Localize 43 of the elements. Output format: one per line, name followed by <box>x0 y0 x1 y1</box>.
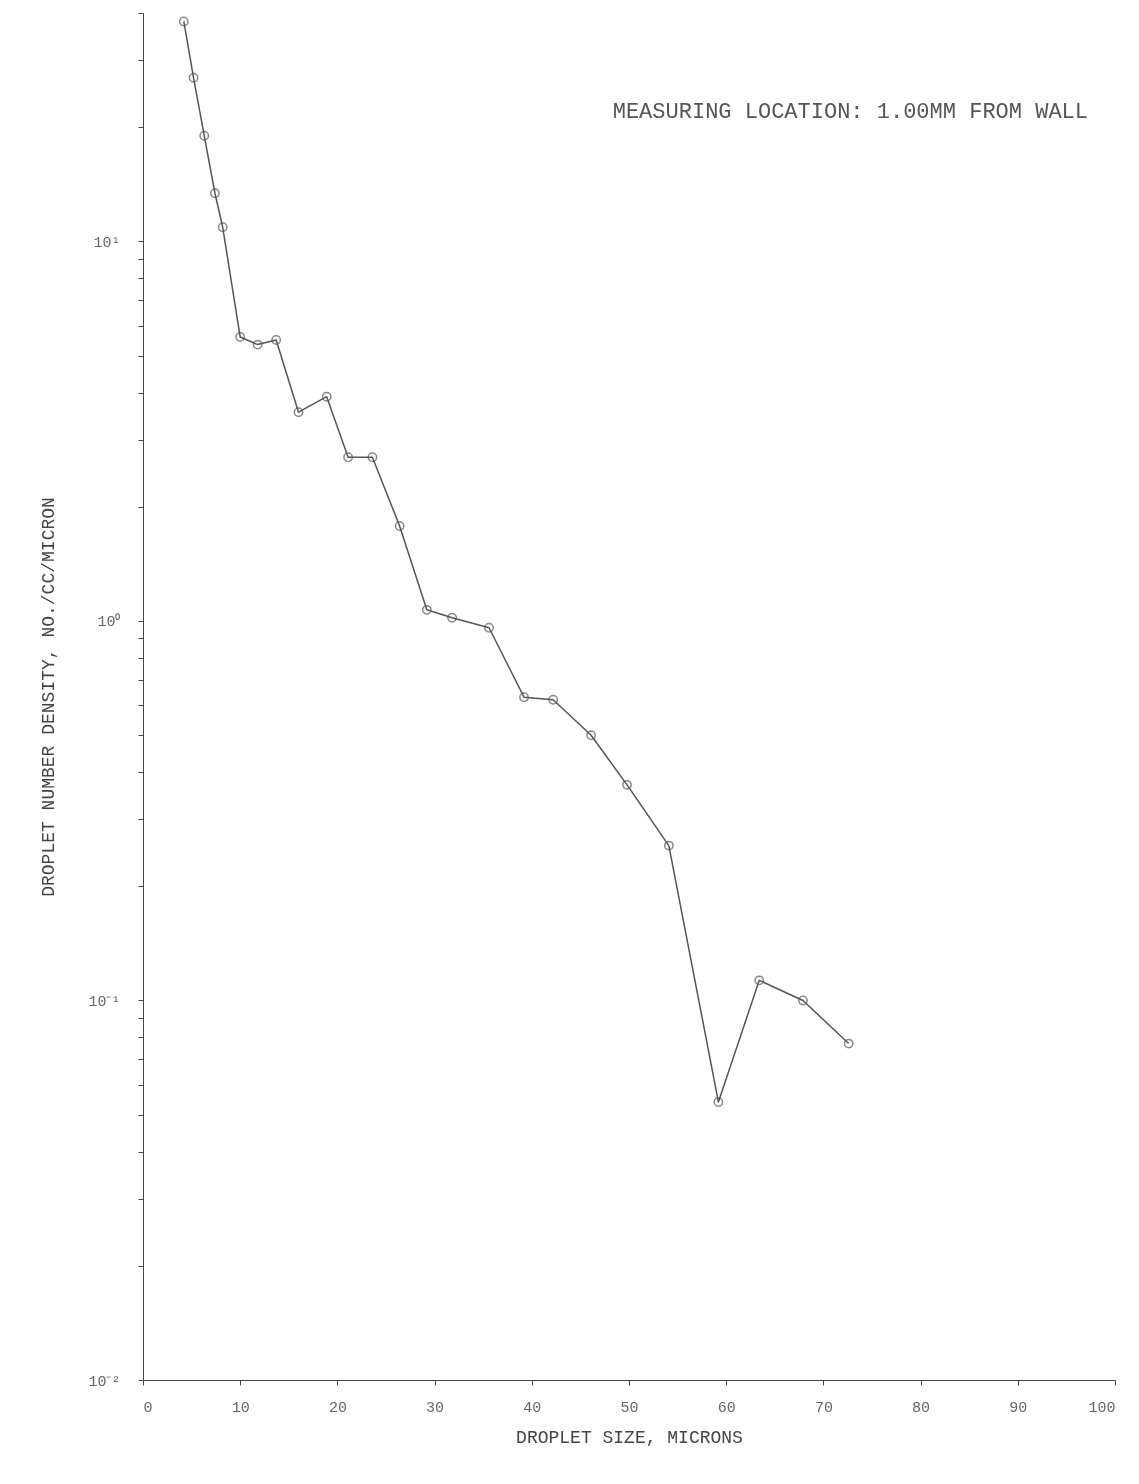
x-tick-label: 90 <box>1009 1399 1028 1417</box>
x-tick-label: 30 <box>426 1399 445 1417</box>
point <box>798 995 808 1006</box>
point <box>199 130 210 141</box>
point <box>713 1097 724 1107</box>
point <box>843 1038 854 1049</box>
x-tick-label: 0 <box>143 1399 153 1417</box>
point <box>663 840 674 851</box>
annotation: MEASURING LOCATION: 1.00MM FROM WALL <box>612 100 1088 125</box>
x-tick-label: 20 <box>328 1399 347 1417</box>
x-tick-label: 100 <box>1088 1399 1116 1417</box>
point <box>252 339 263 350</box>
point <box>367 452 378 463</box>
point <box>293 407 304 418</box>
point <box>484 622 494 633</box>
point <box>321 391 332 402</box>
x-axis-title: DROPLET SIZE, MICRONS <box>516 1427 743 1448</box>
x-tick-label: 50 <box>620 1399 639 1417</box>
point <box>217 222 228 233</box>
y-tick-label: 10⁻² <box>88 1373 121 1391</box>
point <box>235 332 246 342</box>
x-tick-label: 60 <box>717 1399 736 1417</box>
point <box>178 16 189 27</box>
point <box>394 521 405 531</box>
point <box>188 72 199 83</box>
point <box>519 692 529 703</box>
point <box>271 335 282 345</box>
point <box>447 612 458 623</box>
x-tick-label: 10 <box>231 1399 250 1417</box>
x-tick-label: 70 <box>814 1399 833 1417</box>
x-tick-label: 40 <box>523 1399 542 1417</box>
point <box>548 694 559 705</box>
y-tick-label: 10⁻¹ <box>88 993 121 1011</box>
point <box>421 604 432 615</box>
y-tick-label: 10¹ <box>93 234 121 252</box>
point <box>343 452 354 463</box>
point <box>586 730 597 741</box>
y-tick-label: 10⁰ <box>97 613 121 632</box>
point <box>754 975 765 986</box>
point <box>622 779 632 790</box>
point <box>210 188 220 199</box>
x-tick-label: 80 <box>912 1399 931 1417</box>
y-axis-title: DROPLET NUMBER DENSITY, NO./CC/MICRON <box>39 497 60 897</box>
